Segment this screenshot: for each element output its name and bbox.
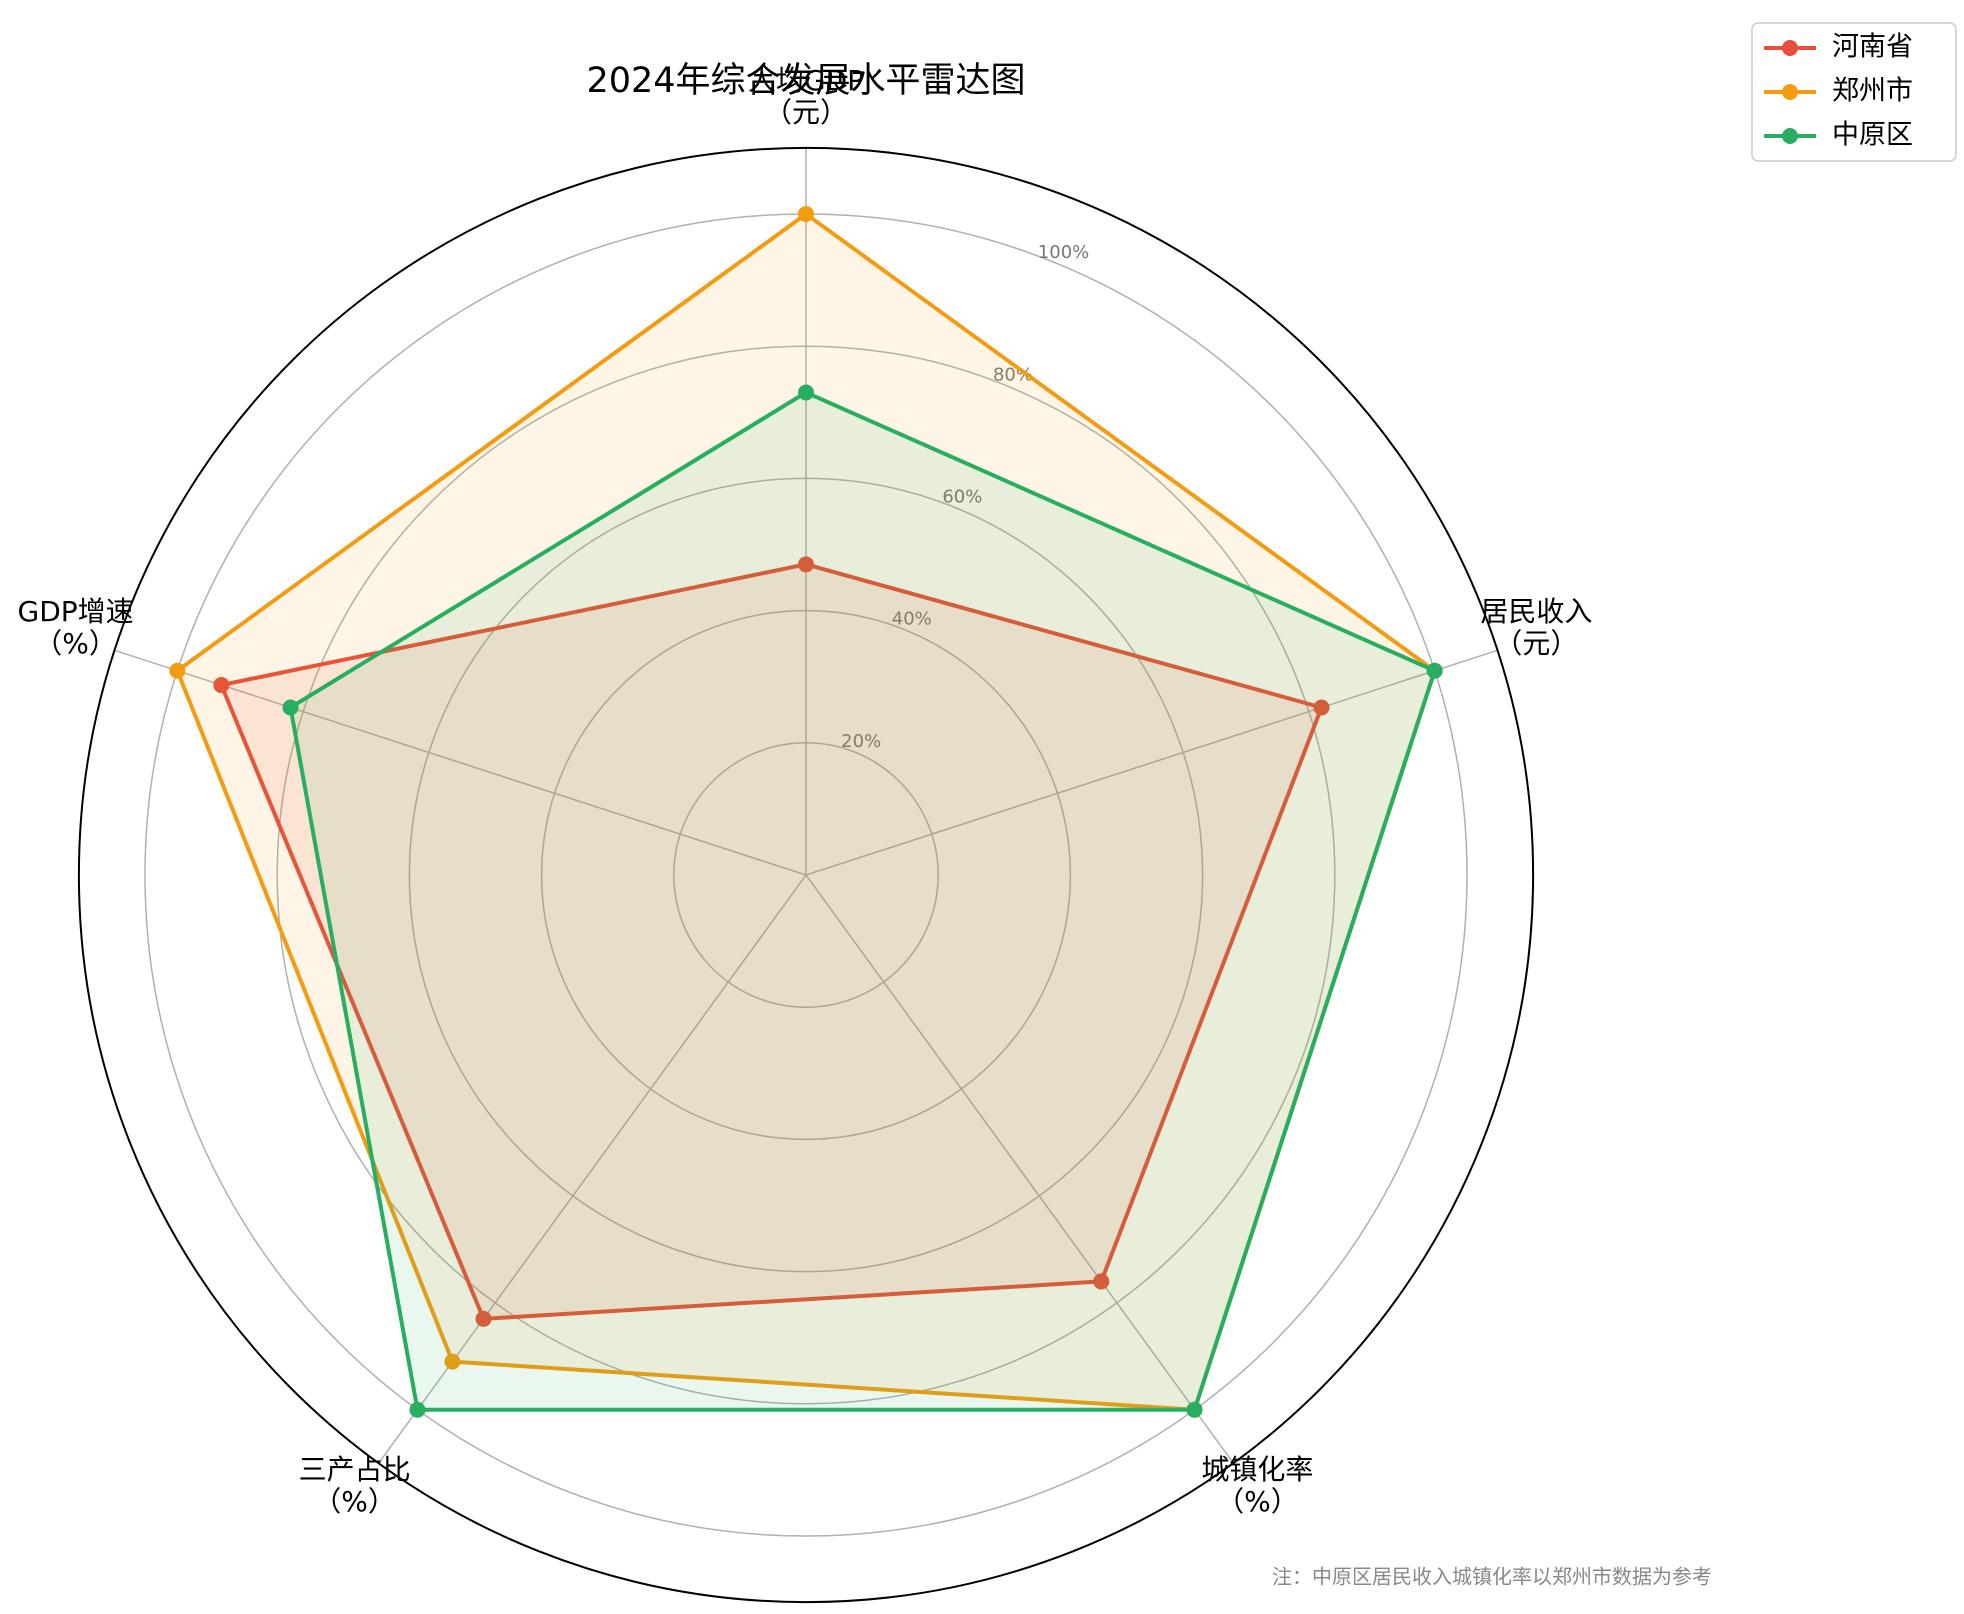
point (1426, 662, 1443, 679)
axis-label: 三产占比 （%） (298, 1453, 411, 1519)
axis-label: 居民收入 （元） (1480, 594, 1593, 660)
legend-label: 郑州市 (1832, 76, 1913, 107)
annotation: 注：中原区居民收入城镇化率以郑州市数据为参考 (1272, 1565, 1712, 1589)
legend-marker (1782, 40, 1798, 56)
legend-box (1751, 22, 1957, 162)
legend-marker (1782, 84, 1798, 100)
axis-label: GDP增速 （%） (17, 594, 134, 660)
series-area (219, 562, 1324, 1321)
point (475, 1310, 492, 1327)
point (409, 1401, 426, 1418)
legend-label: 河南省 (1832, 32, 1913, 63)
spoke (805, 649, 1498, 876)
spoke (114, 649, 807, 876)
r-tick-label: 40% (892, 609, 932, 630)
point (1313, 699, 1330, 716)
point (798, 384, 814, 401)
r-tick-label: 60% (942, 487, 982, 508)
legend-marker (1782, 128, 1798, 144)
point (798, 556, 814, 573)
axis-label: 人均GDP （元） (747, 64, 865, 129)
spoke (805, 874, 1234, 1464)
series-area (175, 212, 1437, 1412)
point (169, 662, 186, 679)
point (213, 677, 230, 694)
chart-title: 2024年综合发展水平雷达图 (586, 61, 1025, 101)
point (1093, 1273, 1110, 1290)
series-area (288, 390, 1437, 1412)
point (444, 1353, 461, 1370)
legend-label: 中原区 (1832, 120, 1913, 151)
axis-label: 城镇化率 （%） (1201, 1453, 1314, 1519)
point (798, 206, 814, 222)
point (282, 699, 299, 716)
outer-frame (77, 146, 1535, 1604)
r-tick-label: 100% (1038, 242, 1089, 263)
r-tick-label: 20% (841, 731, 881, 752)
point (1186, 1401, 1203, 1418)
